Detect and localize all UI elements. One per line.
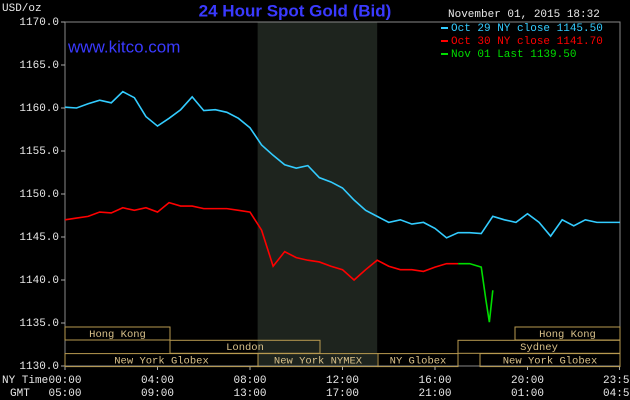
y-axis-label: USD/oz [2,3,42,15]
price-line [64,90,620,239]
x-axis-label: NY Time [2,375,48,387]
session-label: New York Globex [503,355,598,367]
shaded-region [257,22,378,366]
y-tick-label: 1145.0 [19,232,59,244]
session-label: Sydney [520,342,558,354]
y-tick-label: 1165.0 [19,60,59,72]
x2-tick-label: 17:00 [326,388,359,400]
x2-tick-label: 09:00 [141,388,174,400]
chart-date: November 01, 2015 18:32 [448,9,600,21]
session-label: Hong Kong [539,329,596,341]
session-box [64,326,171,341]
legend-label: Oct 29 NY close 1145.50 [451,23,603,35]
legend-label: Nov 01 Last 1139.50 [451,49,576,61]
price-line [458,262,494,323]
session-label: New York NYMEX [274,355,363,367]
session-box [377,353,459,368]
session-box [479,353,621,368]
y-tick-label: 1130.0 [19,361,59,373]
session-box [514,326,621,341]
x2-tick-label: 13:00 [233,388,266,400]
session-label: New York Globex [114,355,209,367]
x2-axis-label: GMT [10,388,30,400]
price-line [64,201,459,282]
session-label: NY Globex [390,355,447,367]
x-tick-label: 00:00 [48,375,81,387]
y-tick-label: 1155.0 [19,146,59,158]
legend-label: Oct 30 NY close 1141.70 [451,36,603,48]
session-label: Hong Kong [89,329,146,341]
y-tick-label: 1140.0 [19,275,59,287]
y-tick-label: 1150.0 [19,189,59,201]
source: www.kitco.com [67,37,180,56]
x2-tick-label: 01:00 [511,388,544,400]
x-tick-label: 04:00 [141,375,174,387]
x2-tick-label: 04:59 [603,388,630,400]
y-tick-label: 1160.0 [19,103,59,115]
session-label: London [226,342,264,354]
x2-tick-label: 05:00 [48,388,81,400]
x-tick-label: 16:00 [418,375,451,387]
x2-tick-label: 21:00 [418,388,451,400]
y-tick-label: 1135.0 [19,318,59,330]
y-tick-label: 1170.0 [19,17,59,29]
x-tick-label: 12:00 [326,375,359,387]
x-tick-label: 23:59 [603,375,630,387]
x-tick-label: 20:00 [511,375,544,387]
chart-title: 24 Hour Spot Gold (Bid) [199,1,392,20]
x-tick-label: 08:00 [233,375,266,387]
